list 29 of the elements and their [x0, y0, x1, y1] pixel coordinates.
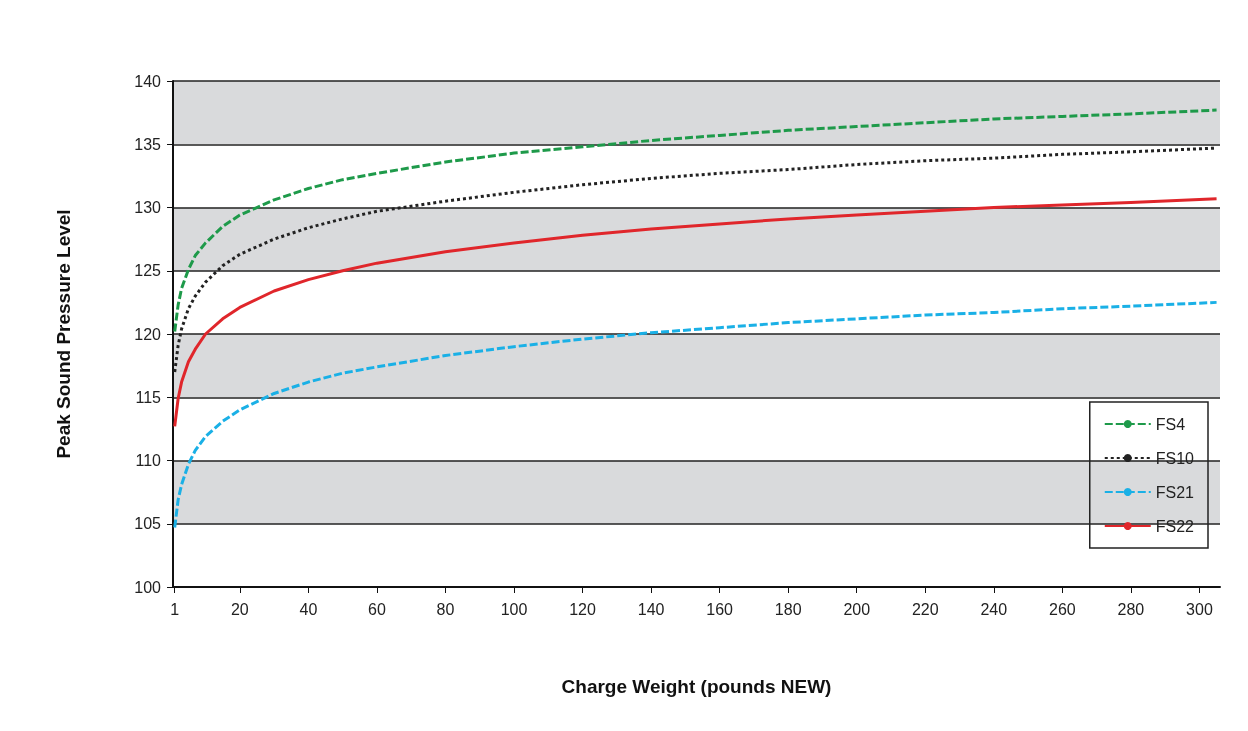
- y-tick-label: 140: [134, 72, 162, 90]
- x-tick-label: 60: [368, 600, 386, 618]
- x-tick-label: 40: [299, 600, 318, 618]
- y-tick-label: 135: [134, 135, 162, 153]
- x-tick-label: 80: [436, 600, 455, 618]
- x-tick-label: 1: [170, 600, 180, 618]
- x-tick-label: 240: [980, 600, 1008, 618]
- y-tick-label: 100: [134, 578, 162, 596]
- x-tick-label: 200: [843, 600, 871, 618]
- x-tick-label: 120: [569, 600, 596, 618]
- x-tick-label: 20: [230, 600, 249, 618]
- y-tick-label: 125: [134, 262, 162, 280]
- x-tick-label: 180: [774, 600, 802, 618]
- y-tick-label: 115: [135, 388, 162, 406]
- x-tick-label: 160: [706, 600, 734, 618]
- y-tick-label: 120: [134, 325, 162, 343]
- x-tick-label: 100: [500, 600, 528, 618]
- x-tick-label: 260: [1049, 600, 1076, 618]
- x-tick-label: 300: [1186, 600, 1213, 618]
- legend-label: FS21: [1155, 483, 1195, 501]
- x-tick-label: 220: [911, 600, 939, 618]
- y-tick-label: 130: [134, 199, 162, 216]
- x-tick-label: 140: [637, 600, 665, 618]
- y-tick-label: 110: [135, 452, 162, 469]
- x-tick-label: 280: [1117, 600, 1145, 618]
- x-axis-title: Charge Weight (pounds NEW): [561, 676, 832, 697]
- y-axis-title: Peak Sound Pressure Level: [53, 209, 74, 459]
- y-tick-label: 105: [134, 515, 162, 533]
- legend-label: FS4: [1155, 415, 1186, 433]
